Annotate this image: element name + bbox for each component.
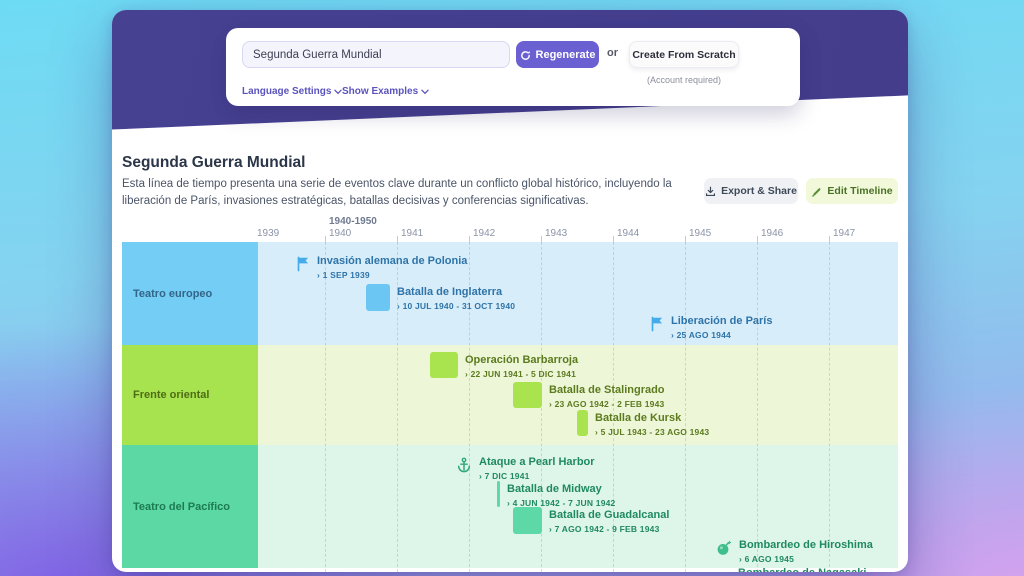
event-batalla-de-kursk[interactable]: Batalla de Kursk 5 JUL 1943 - 23 AGO 194…: [577, 410, 709, 437]
export-share-button[interactable]: Export & Share: [704, 178, 798, 204]
event-title: Batalla de Midway: [507, 483, 602, 495]
refresh-icon: [520, 50, 530, 60]
regenerate-label: Regenerate: [535, 48, 596, 61]
edit-timeline-label: Edit Timeline: [827, 185, 893, 197]
show-examples-dropdown[interactable]: Show Examples: [342, 86, 429, 97]
row-label-frente-oriental[interactable]: Frente oriental: [122, 345, 258, 445]
axis-tick: [469, 236, 470, 242]
row-label-teatro-europeo[interactable]: Teatro europeo: [122, 242, 258, 345]
app-window: Regenerate or Create From Scratch (Accou…: [112, 10, 908, 572]
axis-tick: [541, 236, 542, 242]
regenerate-button[interactable]: Regenerate: [516, 41, 599, 68]
axis-tick: [325, 236, 326, 242]
chevron-down-icon: [421, 89, 429, 94]
event-title: Ataque a Pearl Harbor: [479, 456, 595, 468]
event-date: 22 JUN 1941 - 5 DIC 1941: [465, 369, 578, 379]
axis-year-label: 1941: [401, 228, 424, 239]
language-settings-label: Language Settings: [242, 86, 332, 97]
event-title: Bombardeo de Nagasaki: [738, 567, 866, 572]
event-date: 6 AGO 1945: [739, 554, 873, 564]
event-title: Batalla de Kursk: [595, 412, 682, 424]
axis-tick: [685, 236, 686, 242]
generator-card: Regenerate or Create From Scratch (Accou…: [226, 28, 800, 106]
event-date: 10 JUL 1940 - 31 OCT 1940: [397, 301, 515, 311]
axis-tick: [829, 236, 830, 242]
axis-year-label: 1943: [545, 228, 568, 239]
axis-tick: [397, 236, 398, 242]
event-date: 5 JUL 1943 - 23 AGO 1943: [595, 427, 710, 437]
event-title: Liberación de París: [671, 315, 773, 327]
axis-year-label: 1944: [617, 228, 640, 239]
flag-icon: [651, 316, 663, 332]
event-duration-bar: [577, 410, 588, 436]
event-bombardeo-de-nagasaki[interactable]: Bombardeo de Nagasaki: [738, 567, 866, 572]
axis-tick: [613, 236, 614, 242]
event-ataque-a-pearl-harbor[interactable]: Ataque a Pearl Harbor 7 DIC 1941: [456, 456, 595, 481]
bomb-icon: [717, 540, 732, 555]
event-title: Invasión alemana de Polonia: [317, 255, 468, 267]
language-settings-dropdown[interactable]: Language Settings: [242, 86, 343, 97]
event-batalla-de-inglaterra[interactable]: Batalla de Inglaterra 10 JUL 1940 - 31 O…: [366, 284, 515, 311]
anchor-icon: [457, 457, 471, 473]
event-date: 25 AGO 1944: [671, 330, 772, 340]
export-share-label: Export & Share: [721, 185, 797, 197]
event-date: 23 AGO 1942 - 2 FEB 1943: [549, 399, 665, 409]
year-gridline: [325, 242, 326, 572]
event-title: Operación Barbarroja: [465, 354, 579, 366]
event-duration-bar: [430, 352, 458, 378]
event-duration-bar: [366, 284, 390, 311]
event-duration-bar: [497, 481, 500, 507]
timeline-row-frente-oriental: Frente oriental: [122, 345, 898, 445]
axis-year-label: 1942: [473, 228, 496, 239]
year-gridline: [757, 242, 758, 572]
event-date: 4 JUN 1942 - 7 JUN 1942: [507, 498, 616, 508]
axis-year-label: 1940: [329, 228, 352, 239]
event-liberacion-de-paris[interactable]: Liberación de París 25 AGO 1944: [650, 315, 772, 340]
event-title: Bombardeo de Hiroshima: [739, 539, 873, 551]
event-bombardeo-de-hiroshima[interactable]: Bombardeo de Hiroshima 6 AGO 1945: [716, 539, 873, 564]
event-date: 1 SEP 1939: [317, 270, 467, 280]
timeline-description: Esta línea de tiempo presenta una serie …: [122, 178, 672, 207]
event-date: 7 AGO 1942 - 9 FEB 1943: [549, 524, 669, 534]
or-label: or: [607, 47, 618, 59]
year-gridline: [469, 242, 470, 572]
axis-year-label: 1939: [257, 228, 280, 239]
timeline-row-teatro-europeo: Teatro europeo: [122, 242, 898, 345]
year-gridline: [829, 242, 830, 572]
flag-icon: [297, 256, 309, 272]
download-icon: [706, 186, 716, 196]
event-batalla-de-midway[interactable]: Batalla de Midway 4 JUN 1942 - 7 JUN 194…: [497, 481, 615, 508]
event-title: Batalla de Inglaterra: [397, 286, 503, 298]
create-from-scratch-button[interactable]: Create From Scratch: [629, 41, 739, 68]
edit-timeline-button[interactable]: Edit Timeline: [806, 178, 898, 204]
row-label-teatro-del-pacifico[interactable]: Teatro del Pacífico: [122, 445, 258, 568]
year-gridline: [541, 242, 542, 572]
chevron-down-icon: [334, 89, 343, 94]
event-date: 7 DIC 1941: [479, 471, 595, 481]
axis-decade-label: 1940-1950: [329, 216, 377, 227]
event-batalla-de-guadalcanal[interactable]: Batalla de Guadalcanal 7 AGO 1942 - 9 FE…: [513, 507, 669, 534]
timeline-title: Segunda Guerra Mundial: [122, 154, 306, 171]
event-invasion-alemana-de-polonia[interactable]: Invasión alemana de Polonia 1 SEP 1939: [296, 255, 467, 280]
event-batalla-de-stalingrado[interactable]: Batalla de Stalingrado 23 AGO 1942 - 2 F…: [513, 382, 665, 409]
axis-year-label: 1946: [761, 228, 784, 239]
axis-year-label: 1945: [689, 228, 712, 239]
event-operacion-barbarroja[interactable]: Operación Barbarroja 22 JUN 1941 - 5 DIC…: [430, 352, 578, 379]
event-duration-bar: [513, 507, 542, 534]
account-required-note: (Account required): [646, 75, 722, 85]
topic-input[interactable]: [242, 41, 510, 68]
event-duration-bar: [513, 382, 542, 408]
event-title: Batalla de Guadalcanal: [549, 509, 670, 521]
year-gridline: [685, 242, 686, 572]
axis-year-label: 1947: [833, 228, 856, 239]
pencil-icon: [812, 187, 821, 197]
show-examples-label: Show Examples: [342, 86, 419, 97]
event-title: Batalla de Stalingrado: [549, 384, 665, 396]
year-gridline: [397, 242, 398, 572]
axis-tick: [757, 236, 758, 242]
